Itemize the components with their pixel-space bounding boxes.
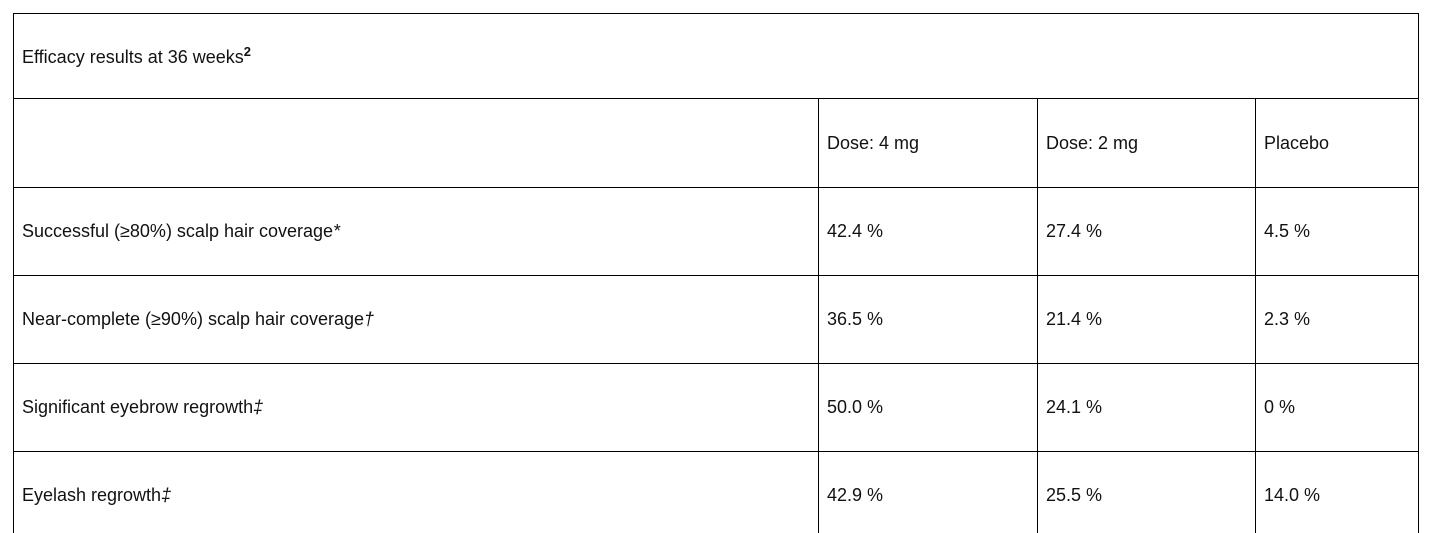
value-cell: 42.9 %: [818, 451, 1038, 533]
row-label-marker: †: [364, 309, 375, 329]
table-row: Significant eyebrow regrowth‡ 50.0 % 24.…: [13, 363, 1419, 452]
column-header-dose-4mg: Dose: 4 mg: [818, 98, 1038, 188]
efficacy-table: Efficacy results at 36 weeks2 Dose: 4 mg…: [13, 13, 1419, 533]
table-row: Successful (≥80%) scalp hair coverage* 4…: [13, 187, 1419, 276]
value-cell: 42.4 %: [818, 187, 1038, 276]
column-header-dose-2mg: Dose: 2 mg: [1037, 98, 1256, 188]
header-row: Dose: 4 mg Dose: 2 mg Placebo: [13, 98, 1419, 188]
table-title-superscript: 2: [243, 44, 251, 59]
row-label: Significant eyebrow regrowth‡: [13, 363, 819, 452]
value-cell: 27.4 %: [1037, 187, 1256, 276]
value-cell: 4.5 %: [1255, 187, 1419, 276]
table-body: Efficacy results at 36 weeks2 Dose: 4 mg…: [13, 13, 1419, 533]
row-label: Successful (≥80%) scalp hair coverage*: [13, 187, 819, 276]
row-label-text: Significant eyebrow regrowth: [22, 397, 254, 417]
title-row: Efficacy results at 36 weeks2: [13, 13, 1419, 99]
row-label-marker: *: [333, 221, 341, 241]
row-label-marker: ‡: [253, 397, 264, 417]
row-label: Eyelash regrowth‡: [13, 451, 819, 533]
row-label-marker: ‡: [161, 485, 172, 505]
table-row: Near-complete (≥90%) scalp hair coverage…: [13, 275, 1419, 364]
value-cell: 2.3 %: [1255, 275, 1419, 364]
table-row: Eyelash regrowth‡ 42.9 % 25.5 % 14.0 %: [13, 451, 1419, 533]
column-header-placebo: Placebo: [1255, 98, 1419, 188]
table-title: Efficacy results at 36 weeks2: [13, 13, 1419, 99]
value-cell: 0 %: [1255, 363, 1419, 452]
row-label-text: Near-complete (≥90%) scalp hair coverage: [22, 309, 365, 329]
column-header-empty: [13, 98, 819, 188]
value-cell: 14.0 %: [1255, 451, 1419, 533]
row-label-text: Successful (≥80%) scalp hair coverage: [22, 221, 334, 241]
value-cell: 36.5 %: [818, 275, 1038, 364]
value-cell: 25.5 %: [1037, 451, 1256, 533]
row-label-text: Eyelash regrowth: [22, 485, 162, 505]
table-title-text: Efficacy results at 36 weeks: [22, 47, 244, 67]
value-cell: 50.0 %: [818, 363, 1038, 452]
row-label: Near-complete (≥90%) scalp hair coverage…: [13, 275, 819, 364]
value-cell: 21.4 %: [1037, 275, 1256, 364]
value-cell: 24.1 %: [1037, 363, 1256, 452]
